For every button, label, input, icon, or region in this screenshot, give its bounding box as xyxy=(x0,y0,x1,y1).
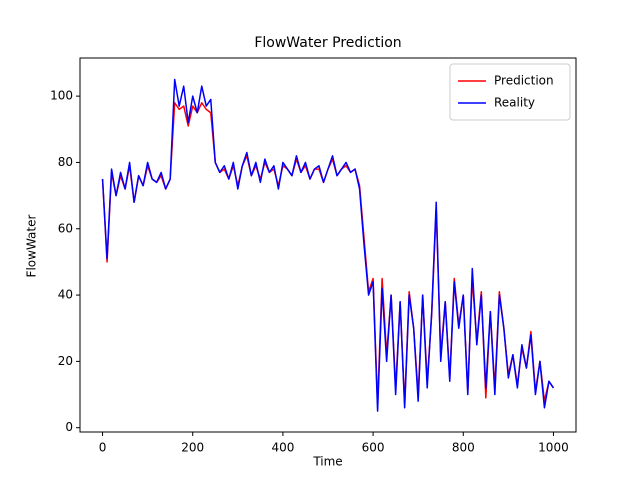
y-tick-label: 0 xyxy=(65,420,73,434)
x-tick-label: 0 xyxy=(99,441,107,455)
y-axis-label: FlowWater xyxy=(25,215,39,278)
y-tick-label: 80 xyxy=(58,155,73,169)
series-line xyxy=(101,102,555,406)
x-tick-label: 1000 xyxy=(538,441,569,455)
x-axis-label: Time xyxy=(312,455,342,469)
x-tick-label: 800 xyxy=(452,441,475,455)
chart-title: FlowWater Prediction xyxy=(254,35,401,51)
legend-label: Reality xyxy=(494,96,535,110)
x-tick-label: 200 xyxy=(181,441,204,455)
y-tick-label: 60 xyxy=(58,221,73,235)
y-tick-label: 40 xyxy=(58,288,73,302)
legend-label: Prediction xyxy=(494,74,554,88)
legend-box xyxy=(449,63,571,121)
x-tick-label: 600 xyxy=(362,441,385,455)
y-tick-label: 20 xyxy=(58,354,73,368)
plot-frame xyxy=(79,57,577,433)
y-tick-label: 100 xyxy=(50,89,73,103)
series-line xyxy=(101,78,555,412)
x-tick-label: 400 xyxy=(271,441,294,455)
